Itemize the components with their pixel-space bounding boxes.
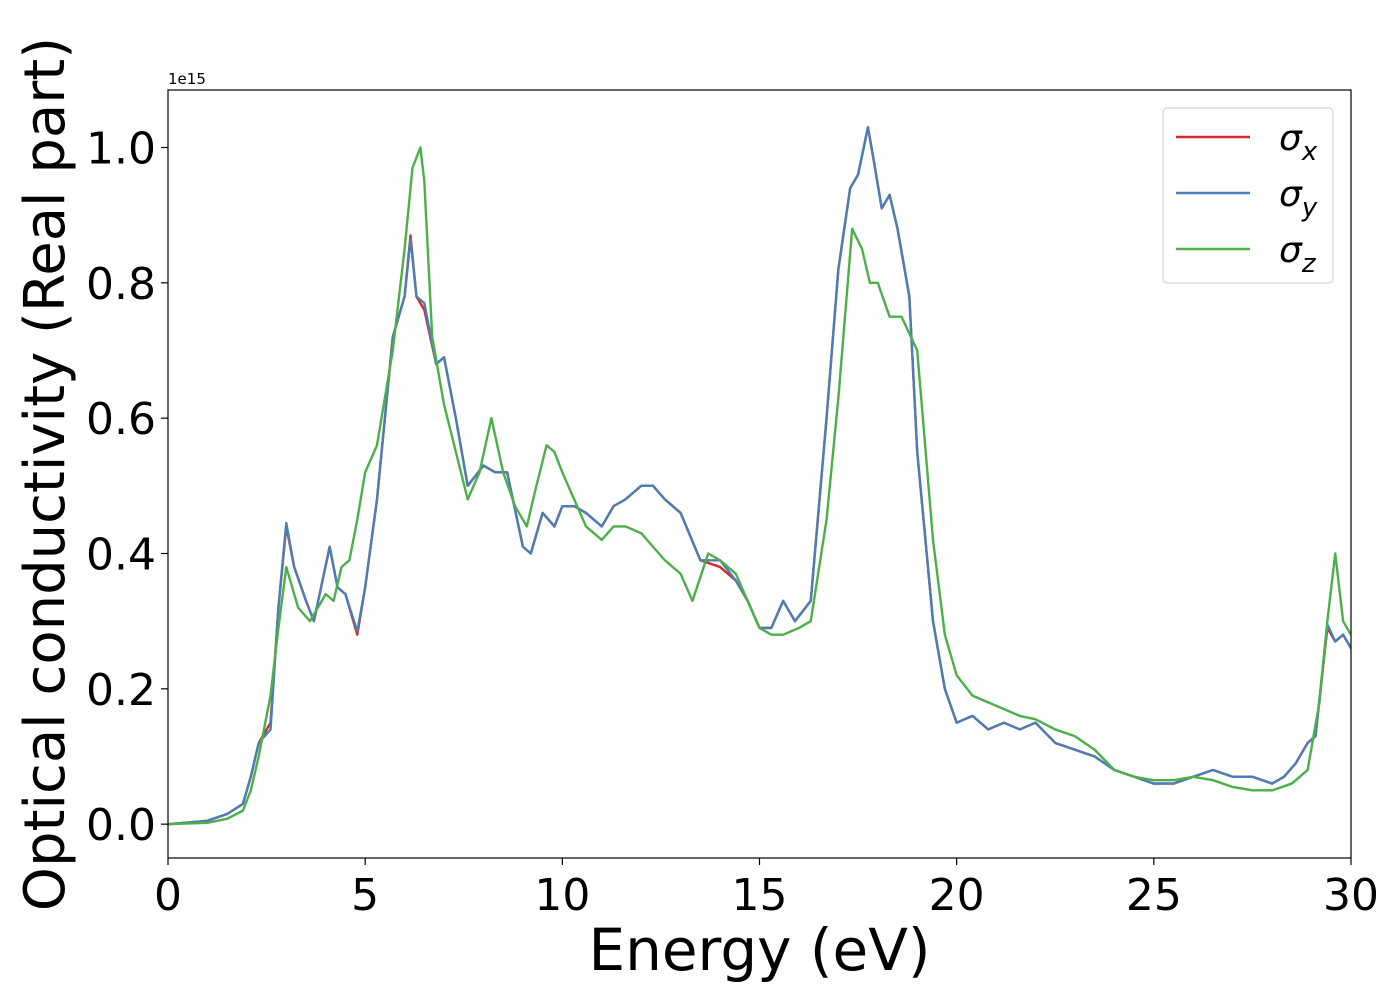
x-tick-label: 10 [534,870,590,921]
y-tick-label: 0.2 [86,665,156,716]
y-tick-label: 0.4 [86,530,156,581]
y-axis: 0.0 0.2 0.4 0.6 0.8 1.0 [86,124,168,851]
series-layer [168,126,1351,826]
legend-label-y: σy [1279,174,1318,223]
legend: σx σy σz [1162,107,1334,284]
x-axis-title: Energy (eV) [588,916,930,984]
x-tick-label: 25 [1126,870,1182,921]
legend-box [1162,107,1334,284]
series-line-z [168,146,1351,826]
x-axis: 0 5 10 15 20 25 30 [154,858,1379,921]
x-tick-label: 15 [732,870,788,921]
x-tick-label: 5 [351,870,379,921]
legend-label-z: σz [1279,230,1317,279]
y-tick-label: 1.0 [86,124,156,175]
y-axis-title: Optical conductivity (Real part) [13,37,78,911]
x-tick-label: 20 [929,870,985,921]
y-offset-label: 1e15 [168,70,206,88]
y-tick-label: 0.8 [86,259,156,310]
x-tick-label: 0 [154,870,182,921]
y-tick-label: 0.6 [86,394,156,445]
y-tick-label: 0.0 [86,800,156,851]
x-tick-label: 30 [1323,870,1379,921]
legend-label-x: σx [1279,118,1318,167]
